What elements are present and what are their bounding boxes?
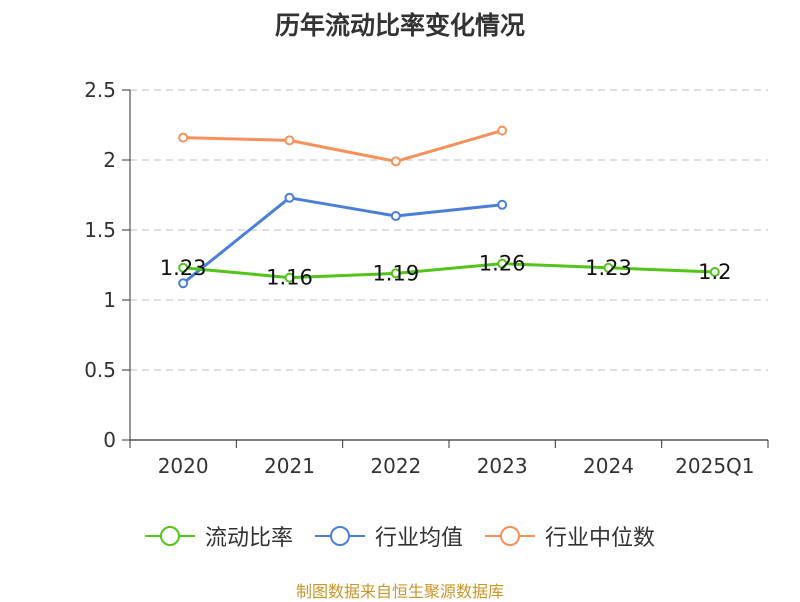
x-tick-label: 2024 [583, 454, 634, 478]
grid-lines [130, 89, 768, 371]
data-label: 1.26 [479, 252, 526, 276]
legend-marker-industry-average-icon [314, 526, 365, 546]
legend-label-industry-median: 行业中位数 [545, 526, 656, 551]
x-tick-label: 2023 [477, 454, 528, 478]
data-label: 1.19 [372, 261, 419, 285]
data-label: 1.16 [266, 266, 313, 290]
series-line-1 [182, 196, 503, 285]
series-point-0 [390, 268, 401, 279]
series-point-2 [178, 132, 189, 143]
data-source-note: 制图数据来自恒生聚源数据库 [295, 582, 504, 601]
legend-item-industry-median[interactable]: 行业中位数 [485, 520, 655, 552]
legend: 流动比率 行业均值 行业中位数 [0, 520, 800, 552]
data-label: 1.23 [160, 256, 207, 280]
series-point-1 [390, 211, 401, 221]
chart-title: 历年流动比率变化情况 [274, 11, 525, 40]
series-point-1 [284, 192, 295, 203]
legend-label-industry-average: 行业均值 [374, 526, 463, 551]
series-point-0 [178, 262, 189, 273]
x-tick-label: 2020 [158, 454, 209, 478]
series-point-2 [497, 125, 508, 136]
series-point-0 [603, 262, 614, 273]
legend-item-industry-average[interactable]: 行业均值 [314, 520, 463, 552]
axes: 0 0.5 1 1.5 2 2.5 2020 2021 2022 2023 2024 2025Q1 [84, 78, 769, 478]
series-line-0 [183, 262, 715, 280]
y-tick-label: 2.5 [84, 78, 116, 102]
series-point-0 [284, 272, 295, 283]
series-point-1 [497, 199, 508, 210]
data-labels: 1.23 1.16 1.19 1.26 1.23 1.2 [160, 252, 732, 290]
series-lines [178, 125, 720, 289]
y-tick-label: 1.5 [84, 218, 116, 242]
series-point-0 [709, 267, 720, 277]
series-line-2 [183, 129, 503, 163]
data-label: 1.23 [585, 256, 632, 280]
legend-item-current-ratio[interactable]: 流动比率 [144, 520, 293, 552]
y-tick-label: 2 [103, 148, 116, 172]
y-tick-label: 0.5 [84, 358, 116, 382]
legend-marker-current-ratio-icon [144, 526, 195, 546]
series-point-2 [284, 135, 295, 146]
x-tick-label: 2025Q1 [675, 454, 754, 478]
y-tick-label: 0 [103, 428, 116, 452]
series-point-1 [178, 278, 189, 289]
legend-marker-industry-median-icon [485, 526, 535, 546]
x-tick-label: 2021 [264, 454, 315, 478]
series-point-0 [497, 258, 508, 269]
x-tick-label: 2022 [370, 454, 421, 478]
series-point-2 [390, 156, 401, 167]
y-tick-label: 1 [103, 288, 116, 312]
data-label: 1.2 [698, 260, 731, 284]
legend-label-current-ratio: 流动比率 [204, 526, 293, 551]
